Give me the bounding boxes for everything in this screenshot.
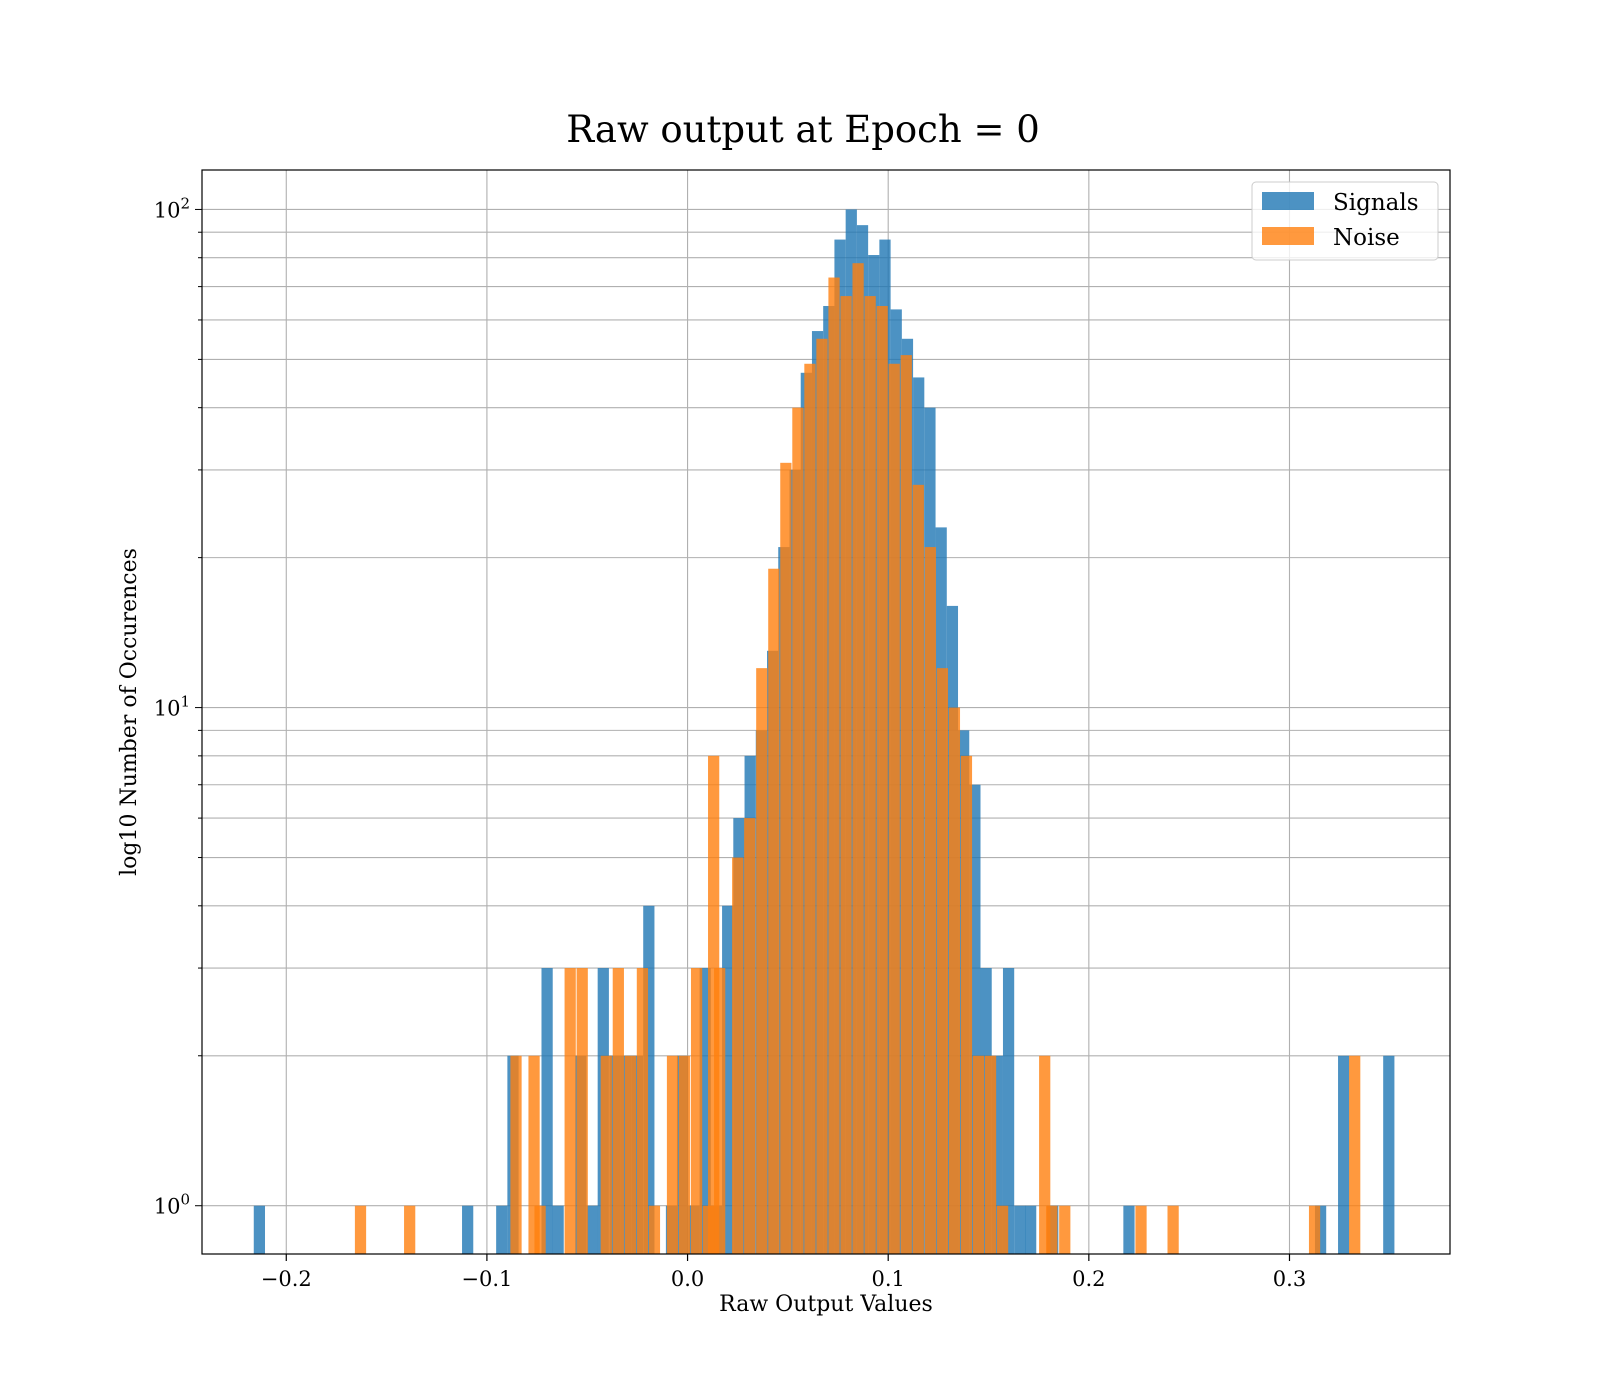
y-tick-label: 102: [154, 194, 190, 222]
x-tick-label: 0.0: [671, 1267, 704, 1291]
bar-signals: [586, 1205, 598, 1254]
bar-noise: [1046, 1205, 1058, 1254]
bar-noise: [768, 568, 780, 1254]
x-tick-label: 0.2: [1072, 1267, 1105, 1291]
legend-label-signals: Signals: [1333, 190, 1419, 216]
bar-signals: [541, 968, 553, 1254]
bar-noise: [900, 355, 912, 1255]
bar-signals: [253, 1205, 266, 1254]
bar-noise: [576, 968, 588, 1254]
bar-noise: [624, 1055, 636, 1254]
bar-noise: [1039, 1055, 1051, 1254]
bar-noise: [354, 1205, 367, 1254]
bar-signals: [1025, 1205, 1037, 1254]
bar-signals: [496, 1205, 508, 1254]
bar-noise: [984, 1055, 997, 1254]
bar-signals: [1338, 1055, 1350, 1254]
bar-signals: [462, 1205, 474, 1254]
bar-noise: [528, 1055, 540, 1254]
bar-noise: [960, 755, 973, 1254]
bar-noise: [564, 968, 576, 1254]
bar-noise: [888, 363, 900, 1254]
bar-noise: [510, 1055, 522, 1254]
bar-signals: [1002, 968, 1015, 1254]
bar-noise: [792, 407, 804, 1254]
bar-signals: [699, 968, 711, 1254]
bar-signals: [552, 1205, 564, 1254]
legend-label-noise: Noise: [1333, 225, 1400, 251]
bar-noise: [912, 484, 924, 1254]
y-tick-label: 100: [154, 1191, 190, 1219]
bars: [253, 209, 1395, 1255]
bar-noise: [600, 1055, 612, 1254]
bar-noise: [678, 1055, 691, 1254]
bar-signals: [1123, 1205, 1135, 1254]
bar-noise: [1308, 1205, 1321, 1254]
bar-noise: [864, 296, 876, 1255]
bar-signals: [991, 1055, 1003, 1254]
axis-ticks: −0.2 −0.1 0.0 0.1 0.2 0.3 100 101 102: [154, 194, 1306, 1291]
bar-noise: [948, 707, 961, 1254]
bar-noise: [404, 1205, 416, 1254]
bar-noise: [924, 547, 936, 1254]
x-axis-label: Raw Output Values: [719, 1292, 933, 1317]
y-tick-label: 101: [154, 693, 190, 721]
bar-noise: [996, 1205, 1009, 1254]
plot-frame: [201, 169, 1451, 1255]
bar-signals: [969, 784, 981, 1254]
chart-title: Raw output at Epoch = 0: [566, 108, 1040, 151]
bar-noise: [690, 968, 703, 1254]
bar-noise: [852, 263, 864, 1254]
bar-noise: [1349, 1055, 1361, 1254]
bar-noise: [756, 668, 768, 1254]
bar-noise: [972, 1055, 985, 1254]
bar-noise: [636, 968, 649, 1254]
bar-noise: [804, 363, 816, 1254]
bar-noise: [816, 338, 828, 1254]
bar-noise: [1135, 1205, 1147, 1254]
bar-signals: [1014, 1205, 1026, 1254]
bar-signals: [722, 905, 734, 1254]
bar-noise: [1059, 1205, 1071, 1254]
y-axis-label: log10 Number of Occurences: [117, 548, 142, 876]
x-tick-label: 0.1: [871, 1267, 904, 1291]
bar-noise: [840, 296, 852, 1255]
bar-noise: [648, 1205, 661, 1254]
bar-noise: [612, 968, 624, 1254]
x-tick-label: −0.2: [261, 1267, 312, 1291]
bar-signals: [643, 905, 655, 1254]
bar-noise: [534, 1205, 546, 1254]
bar-noise: [744, 818, 756, 1254]
bar-noise: [1167, 1205, 1179, 1254]
x-tick-label: −0.1: [461, 1267, 512, 1291]
bar-noise: [666, 1055, 679, 1254]
bar-noise: [876, 305, 888, 1254]
x-tick-label: 0.3: [1273, 1267, 1306, 1291]
bar-signals: [1314, 1205, 1327, 1254]
bar-noise: [714, 968, 726, 1254]
bar-signals: [834, 239, 846, 1254]
bar-noise: [732, 857, 744, 1254]
legend: Signals Noise: [1251, 181, 1439, 261]
bar-noise: [828, 277, 840, 1254]
legend-swatch-noise: [1262, 227, 1314, 245]
bar-noise: [780, 462, 792, 1254]
legend-swatch-signals: [1262, 192, 1314, 210]
bar-noise: [936, 668, 948, 1254]
bar-signals: [1383, 1055, 1395, 1254]
bar-noise: [708, 755, 720, 1254]
